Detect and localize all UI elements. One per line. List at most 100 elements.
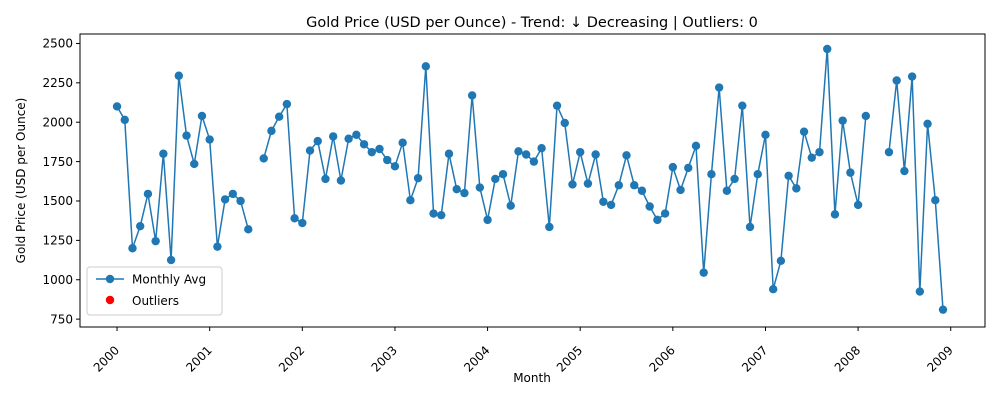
data-point — [768, 284, 778, 294]
data-point — [197, 111, 207, 121]
data-point — [792, 184, 801, 193]
x-tick-label: 2007 — [739, 343, 770, 374]
x-tick-label: 2002 — [276, 343, 307, 374]
data-point — [359, 140, 369, 149]
data-point — [537, 144, 546, 153]
data-point — [429, 209, 438, 218]
data-point — [730, 174, 739, 184]
data-point — [614, 181, 623, 190]
data-point — [815, 147, 824, 157]
data-point — [753, 170, 762, 179]
data-point — [676, 185, 685, 195]
data-point — [375, 144, 384, 154]
data-point — [143, 189, 153, 199]
data-point — [622, 151, 631, 160]
data-point — [560, 118, 569, 128]
data-point — [220, 195, 230, 204]
data-point — [907, 72, 917, 81]
data-point — [298, 218, 307, 228]
data-point — [931, 195, 940, 205]
data-point — [714, 83, 724, 92]
data-point — [668, 162, 678, 172]
data-point — [166, 255, 176, 265]
data-point — [722, 186, 732, 195]
data-point — [529, 157, 539, 166]
data-point — [738, 101, 747, 110]
data-point — [761, 130, 770, 140]
data-point — [861, 111, 871, 121]
data-point — [313, 136, 322, 146]
data-point — [853, 200, 863, 210]
y-axis: 750 1000 1250 1500 1750 2000 2250 2500 — [42, 37, 80, 326]
series-line-segment — [888, 75, 944, 310]
y-tick-label: 1500 — [42, 194, 73, 208]
data-point — [336, 176, 346, 185]
x-tick-label: 2006 — [646, 343, 677, 374]
data-point — [174, 71, 184, 80]
data-point — [784, 171, 793, 180]
x-tick-label: 2004 — [461, 343, 492, 374]
x-tick-label: 2008 — [832, 343, 863, 374]
data-point — [344, 134, 353, 143]
data-point — [823, 44, 832, 54]
x-tick-label: 2003 — [369, 343, 400, 374]
legend-label-monthly-avg: Monthly Avg — [132, 273, 206, 287]
data-point — [159, 149, 168, 158]
data-point — [583, 179, 593, 188]
data-point — [745, 222, 755, 232]
legend-marker-outliers — [105, 295, 115, 305]
data-point — [892, 76, 901, 85]
data-point — [645, 202, 654, 211]
data-point — [630, 181, 639, 190]
data-point — [444, 149, 454, 158]
data-point — [599, 197, 608, 206]
data-point — [437, 210, 446, 220]
y-tick-label: 750 — [50, 312, 73, 326]
data-point — [498, 170, 508, 179]
data-point — [923, 119, 932, 128]
data-point — [413, 173, 423, 183]
y-tick-label: 1000 — [42, 273, 73, 287]
data-point — [352, 130, 361, 140]
data-point — [128, 244, 137, 253]
data-point — [182, 131, 191, 140]
data-point — [707, 170, 716, 179]
data-point — [190, 159, 199, 169]
x-axis-title: Month — [513, 371, 551, 385]
data-point — [390, 162, 400, 171]
data-point — [305, 146, 315, 155]
x-tick-label: 2005 — [554, 343, 585, 374]
data-point — [136, 221, 145, 231]
x-tick-label: 2000 — [91, 343, 122, 374]
data-point — [653, 215, 662, 225]
y-tick-label: 2500 — [42, 37, 73, 51]
data-point — [807, 153, 816, 162]
data-point — [900, 166, 909, 176]
data-point — [406, 195, 415, 205]
data-point — [552, 101, 562, 110]
data-point — [606, 200, 616, 210]
data-point — [398, 138, 407, 147]
x-tick-label: 2001 — [183, 343, 214, 374]
data-point — [290, 214, 299, 223]
data-point — [938, 305, 948, 314]
data-point — [506, 201, 515, 210]
y-tick-label: 2000 — [42, 115, 73, 129]
series-points-monthly-avg — [112, 44, 948, 314]
data-point — [475, 183, 485, 192]
plot-frame — [79, 33, 986, 328]
data-point — [776, 256, 786, 266]
data-point — [846, 168, 855, 177]
data-point — [213, 242, 222, 251]
data-point — [838, 116, 847, 125]
data-point — [205, 135, 214, 144]
data-point — [491, 174, 500, 184]
y-tick-label: 1250 — [42, 234, 73, 248]
series-line-monthly-avg — [116, 48, 944, 310]
legend: Monthly Avg Outliers — [86, 266, 223, 316]
y-axis-title: Gold Price (USD per Ounce) — [14, 98, 28, 264]
data-point — [460, 188, 469, 198]
data-point — [915, 287, 925, 296]
data-point — [244, 225, 253, 234]
data-point — [568, 180, 577, 189]
